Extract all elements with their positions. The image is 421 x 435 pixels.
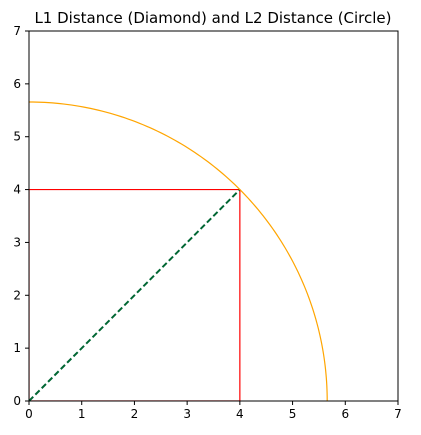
y-tick-label: 6	[13, 77, 21, 91]
x-tick-label: 3	[183, 407, 191, 421]
l2-diagonal-segment	[29, 188, 241, 401]
y-axis-ticks: 0 1 2 3 4 5 6 7	[13, 24, 29, 408]
x-tick-label: 7	[394, 407, 402, 421]
plot-area	[29, 101, 328, 401]
chart-title: L1 Distance (Diamond) and L2 Distance (C…	[34, 9, 391, 27]
y-tick-label: 5	[13, 130, 21, 144]
y-tick-label: 4	[13, 183, 21, 197]
x-tick-label: 5	[289, 407, 297, 421]
x-axis-ticks: 0 1 2 3 4 5 6 7	[25, 401, 402, 421]
y-tick-label: 1	[13, 341, 21, 355]
y-tick-label: 2	[13, 288, 21, 302]
axes-frame	[28, 30, 399, 402]
y-tick-label: 3	[13, 235, 21, 249]
x-tick-label: 1	[78, 407, 86, 421]
x-tick-label: 0	[25, 407, 33, 421]
x-tick-label: 6	[341, 407, 349, 421]
y-tick-label: 7	[13, 24, 21, 38]
x-tick-label: 2	[131, 407, 139, 421]
l2-circle-arc	[29, 101, 328, 401]
x-tick-label: 4	[236, 407, 244, 421]
y-tick-label: 0	[13, 394, 21, 408]
